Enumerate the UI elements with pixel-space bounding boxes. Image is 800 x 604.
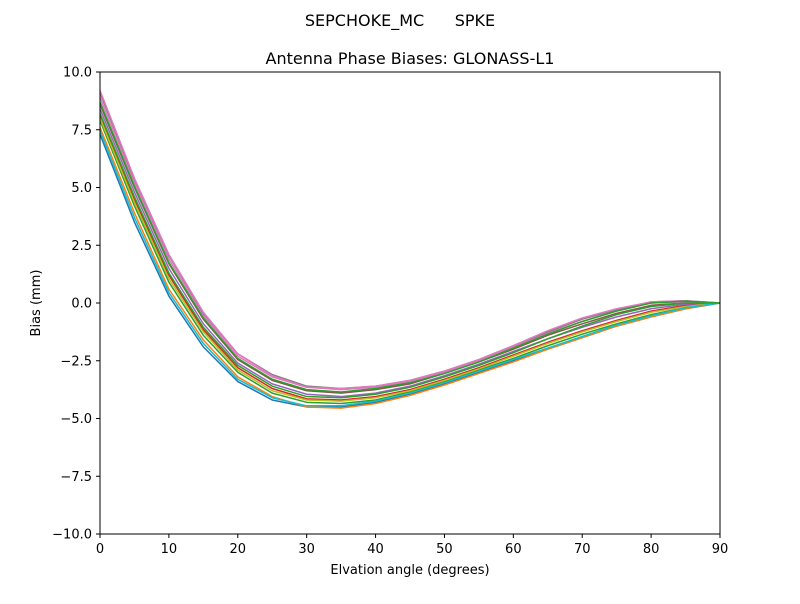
x-tick-label: 40 xyxy=(367,542,384,557)
x-tick-label: 60 xyxy=(505,542,522,557)
series-line-11 xyxy=(99,113,720,399)
y-axis-label: Bias (mm) xyxy=(29,270,44,337)
series-line-12 xyxy=(99,90,721,390)
x-tick-label: 50 xyxy=(436,542,453,557)
chart-title: Antenna Phase Biases: GLONASS-L1 xyxy=(266,49,555,68)
series-line-5 xyxy=(99,108,721,398)
x-axis: 0 10 20 30 40 50 60 70 80 90 xyxy=(96,534,728,557)
x-axis-label: Elvation angle (degrees) xyxy=(330,563,489,578)
x-tick-label: 20 xyxy=(230,542,247,557)
x-tick-label: 80 xyxy=(643,542,660,557)
y-tick-label: −7.5 xyxy=(60,470,92,485)
series-line-7 xyxy=(99,97,721,391)
x-tick-label: 70 xyxy=(574,542,591,557)
series-line-3 xyxy=(99,120,721,405)
x-tick-label: 10 xyxy=(161,542,178,557)
y-tick-label: 5.0 xyxy=(71,181,92,196)
series-line-9 xyxy=(99,117,721,402)
y-tick-label: 7.5 xyxy=(71,123,92,138)
y-tick-label: −2.5 xyxy=(60,354,92,369)
x-tick-label: 30 xyxy=(298,542,315,557)
series-line-13 xyxy=(99,101,721,393)
series-line-4 xyxy=(99,115,721,401)
series-line-2 xyxy=(99,127,721,409)
x-tick-label: 90 xyxy=(712,542,729,557)
y-axis: −10.0 −7.5 −5.0 −2.5 0.0 2.5 5.0 7.5 10.0 xyxy=(52,66,100,543)
series-line-8 xyxy=(99,92,721,390)
y-tick-label: −5.0 xyxy=(60,412,92,427)
series-line-6 xyxy=(99,104,720,394)
series-layer xyxy=(99,90,721,409)
y-tick-label: 2.5 xyxy=(71,239,92,254)
x-tick-label: 0 xyxy=(96,542,104,557)
series-line-10 xyxy=(99,130,721,407)
y-tick-label: −10.0 xyxy=(52,528,92,543)
y-tick-label: 10.0 xyxy=(63,66,92,81)
series-line-1 xyxy=(99,134,721,408)
y-tick-label: 0.0 xyxy=(71,297,92,312)
figure-suptitle: SEPCHOKE_MC SPKE xyxy=(305,11,495,31)
